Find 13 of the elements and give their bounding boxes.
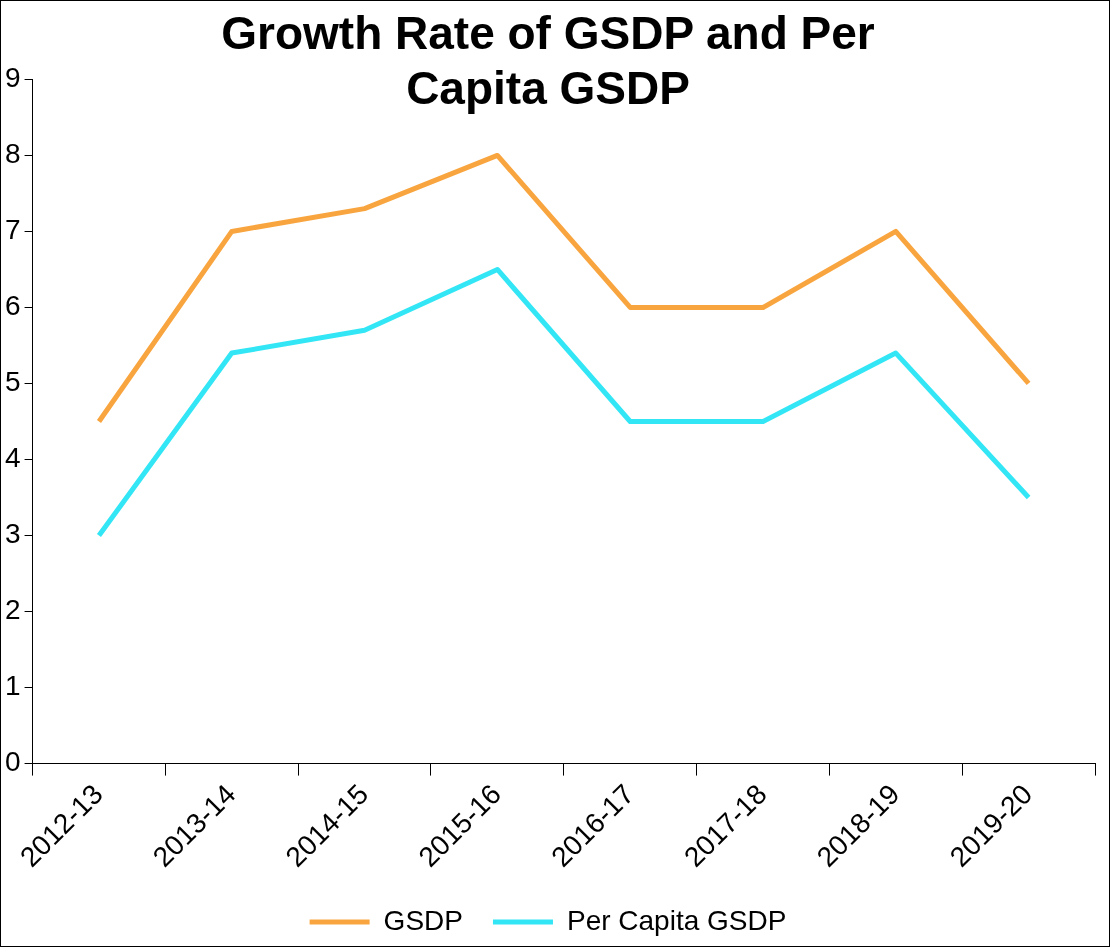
y-tick-label: 2 bbox=[4, 594, 21, 626]
y-tick-label: 1 bbox=[4, 670, 21, 702]
y-tick-label: 9 bbox=[4, 62, 21, 94]
y-tick-label: 5 bbox=[4, 366, 21, 398]
y-tick-label: 8 bbox=[4, 138, 21, 170]
y-tick-label: 7 bbox=[4, 214, 21, 246]
legend-label: Per Capita GSDP bbox=[566, 904, 787, 936]
y-tick-label: 0 bbox=[4, 746, 21, 778]
y-tick-label: 6 bbox=[4, 290, 21, 322]
legend-label: GSDP bbox=[383, 904, 463, 936]
chart-title: Growth Rate of GSDP and Per Capita GSDP bbox=[221, 7, 875, 115]
y-tick-label: 3 bbox=[4, 518, 21, 550]
y-tick-label: 4 bbox=[4, 442, 21, 474]
